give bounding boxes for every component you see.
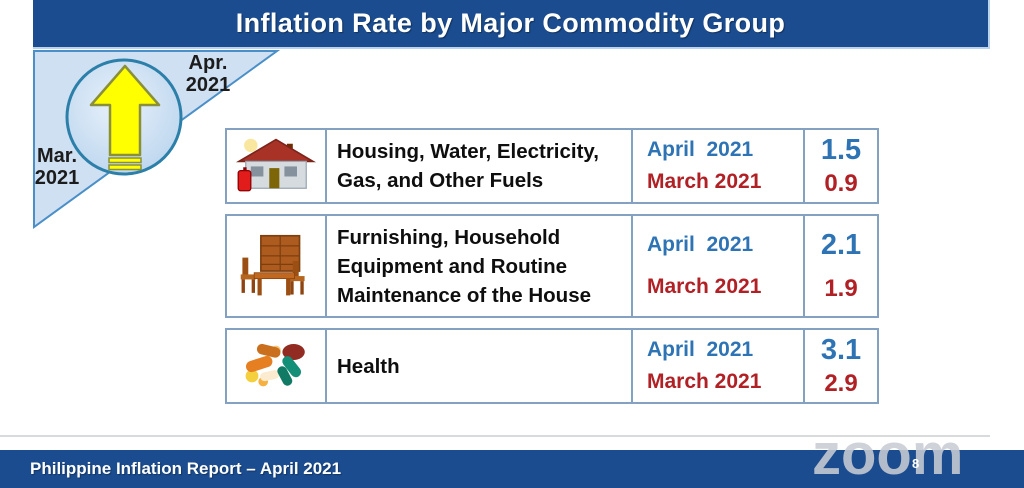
april-label: April 2021 [647, 338, 754, 361]
category-cell: Housing, Water, Electricity, Gas, and Ot… [327, 130, 633, 202]
category-label: Health [337, 354, 400, 378]
trend-label-march: Mar. 2021 [34, 145, 80, 189]
footer-bar: Philippine Inflation Report – April 2021 [0, 450, 1024, 488]
value-cell: 1.5 0.9 [805, 130, 877, 202]
march-label: March 2021 [647, 370, 762, 393]
trend-label-april: Apr. 2021 [185, 52, 231, 96]
commodity-table: Housing, Water, Electricity, Gas, and Ot… [225, 128, 879, 404]
category-label: Housing, Water, Electricity, Gas, and Ot… [337, 140, 600, 192]
category-cell: Health [327, 330, 633, 402]
table-row: Furnishing, Household Equipment and Rout… [225, 214, 879, 318]
march-label: March 2021 [647, 170, 762, 193]
value-cell: 2.1 1.9 [805, 216, 877, 316]
table-row: Health April 2021 March 2021 3.1 2.9 [225, 328, 879, 404]
trend-graphic: Apr. 2021 Mar. 2021 [33, 50, 285, 230]
period-cell: April 2021 March 2021 [633, 330, 805, 402]
march-value: 1.9 [824, 275, 858, 302]
april-value: 3.1 [820, 333, 862, 366]
april-label: April 2021 [647, 138, 754, 161]
title-bar: Inflation Rate by Major Commodity Group [33, 0, 990, 49]
trend-triangle-graphic [33, 50, 281, 229]
value-cell: 3.1 2.9 [805, 330, 877, 402]
march-label: March 2021 [647, 274, 762, 298]
up-arrow-icon [89, 64, 161, 171]
footer-title: Philippine Inflation Report – April 2021 [30, 459, 342, 478]
housing-icon [227, 130, 327, 202]
march-value: 0.9 [824, 170, 858, 198]
april-label: April 2021 [647, 233, 754, 257]
march-value: 2.9 [824, 370, 858, 398]
april-value: 1.5 [820, 133, 862, 166]
slide-edge-divider [0, 435, 990, 437]
page-title: Inflation Rate by Major Commodity Group [235, 8, 786, 38]
page-number: 8 [912, 456, 920, 471]
table-row: Housing, Water, Electricity, Gas, and Ot… [225, 128, 879, 204]
zoom-watermark: zoom [812, 422, 964, 487]
furnishing-icon [227, 216, 327, 316]
april-value: 2.1 [820, 229, 862, 261]
category-label: Furnishing, Household Equipment and Rout… [337, 225, 592, 307]
period-cell: April 2021 March 2021 [633, 130, 805, 202]
period-cell: April 2021 March 2021 [633, 216, 805, 316]
category-cell: Furnishing, Household Equipment and Rout… [327, 216, 633, 316]
health-icon [227, 330, 327, 402]
